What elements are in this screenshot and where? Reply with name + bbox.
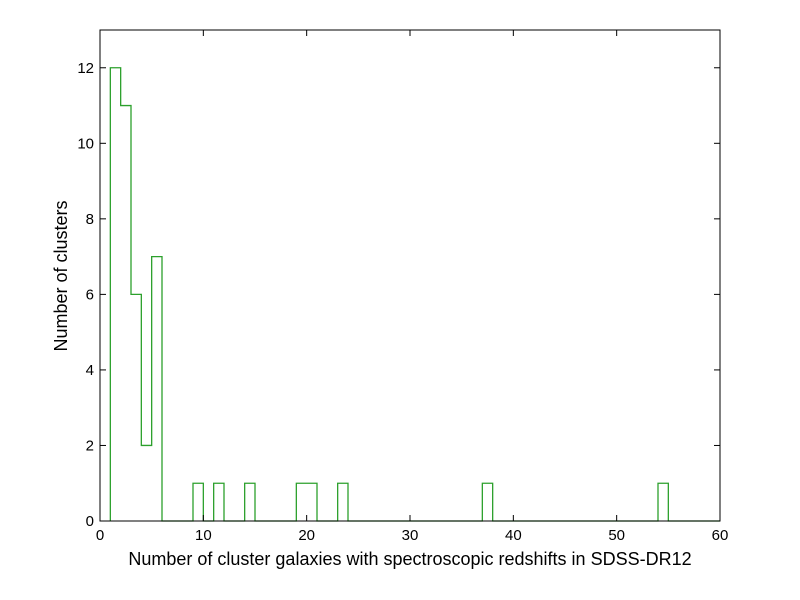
- histogram-bin: [131, 294, 141, 521]
- histogram-bin: [658, 483, 668, 521]
- x-tick-label: 20: [298, 527, 315, 544]
- axes-frame: [99, 29, 721, 522]
- x-tick-label: 10: [195, 527, 212, 544]
- x-tick-label: 40: [505, 527, 522, 544]
- histogram-bin: [110, 68, 120, 521]
- histogram-bin: [193, 483, 203, 521]
- histogram-bin: [245, 483, 255, 521]
- x-tick-label: 0: [96, 527, 104, 544]
- y-tick-label: 12: [77, 60, 94, 77]
- y-tick-label: 2: [86, 437, 94, 454]
- histogram-bin: [214, 483, 224, 521]
- x-tick-label: 50: [608, 527, 625, 544]
- x-tick-label: 30: [402, 527, 419, 544]
- histogram-step-line: [109, 67, 720, 522]
- histogram-bin: [152, 257, 162, 521]
- histogram-bin: [338, 483, 348, 521]
- y-tick-label: 0: [86, 513, 94, 530]
- histogram-bin: [482, 483, 492, 521]
- x-axis: 0 10 20 30 40 50 60: [96, 30, 729, 544]
- histogram-bin: [141, 445, 151, 521]
- plot-area: [99, 29, 721, 522]
- y-axis: 0 2 4 6 8 10 12: [77, 60, 720, 530]
- histogram-bin: [121, 106, 131, 521]
- y-tick-label: 8: [86, 211, 94, 228]
- x-axis-label: Number of cluster galaxies with spectros…: [128, 549, 691, 569]
- x-tick-label: 60: [712, 527, 729, 544]
- y-tick-label: 10: [77, 135, 94, 152]
- y-tick-label: 4: [86, 362, 94, 379]
- y-tick-label: 6: [86, 286, 94, 303]
- y-axis-label: Number of clusters: [51, 200, 71, 351]
